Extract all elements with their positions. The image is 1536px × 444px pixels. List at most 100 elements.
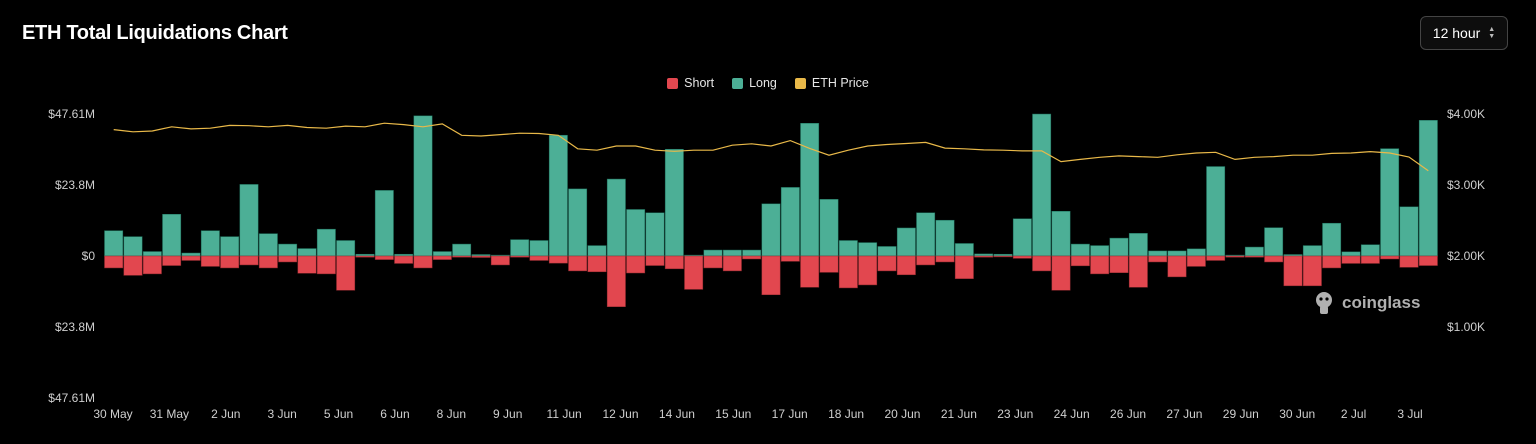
short-bar (1051, 255, 1071, 291)
short-bar (1167, 255, 1187, 278)
short-bar (568, 255, 588, 272)
short-bar (239, 255, 259, 266)
short-bar (1225, 255, 1245, 258)
coinglass-logo-icon (1316, 292, 1332, 314)
y-left-tick-label: $47.61M (48, 391, 95, 405)
interval-select[interactable]: 12 hour ▲ ▼ (1420, 16, 1508, 50)
long-bar (297, 248, 317, 257)
y-right-tick-label: $2.00K (1447, 249, 1485, 263)
x-tick-label: 18 Jun (828, 407, 864, 421)
short-bar (258, 255, 278, 269)
short-bar (1264, 255, 1284, 263)
short-bar (664, 255, 684, 270)
x-tick-label: 11 Jun (547, 407, 582, 421)
short-bar (1109, 255, 1129, 273)
short-bar (587, 255, 607, 273)
long-bar (1109, 237, 1129, 257)
long-bar (239, 184, 259, 257)
eth-price-line (113, 122, 1429, 172)
x-tick-label: 15 Jun (715, 407, 751, 421)
y-right-tick-label: $3.00K (1447, 178, 1485, 192)
long-bar (974, 253, 994, 257)
short-bar (374, 255, 394, 260)
x-tick-label: 6 Jun (380, 407, 409, 421)
short-bar (1418, 255, 1438, 266)
x-tick-label: 27 Jun (1166, 407, 1202, 421)
short-bar (355, 255, 375, 258)
short-bar (278, 255, 298, 263)
long-bar (220, 236, 240, 257)
short-bar (1380, 255, 1400, 260)
short-bar (220, 255, 240, 269)
long-bar (1418, 120, 1438, 257)
long-bar (819, 199, 839, 257)
short-bar (1032, 255, 1052, 272)
long-bar (761, 203, 781, 257)
short-bar (452, 255, 472, 258)
long-bar (200, 230, 220, 257)
legend-label-long: Long (749, 76, 777, 90)
long-bar (858, 242, 878, 257)
short-bar (336, 255, 356, 291)
long-bar (452, 243, 472, 257)
long-bar (935, 219, 955, 257)
short-bar (1322, 255, 1342, 269)
long-bar (1399, 206, 1419, 257)
long-bar (432, 251, 452, 257)
long-bar (258, 233, 278, 257)
short-bar (1090, 255, 1110, 275)
x-tick-label: 26 Jun (1110, 407, 1146, 421)
long-bar (1206, 166, 1226, 257)
short-bar (432, 255, 452, 260)
legend-item-eth-price[interactable]: ETH Price (794, 76, 869, 90)
legend-swatch-long (732, 77, 744, 89)
x-tick-label: 21 Jun (941, 407, 977, 421)
long-bar (1360, 244, 1380, 257)
long-bar (1264, 227, 1284, 257)
x-tick-label: 14 Jun (659, 407, 695, 421)
short-bar (1012, 255, 1032, 259)
long-bar (780, 187, 800, 257)
legend-item-short[interactable]: Short (667, 76, 714, 90)
y-left-tick-label: $23.8M (55, 178, 95, 192)
long-bar (916, 212, 936, 257)
coinglass-watermark: coinglass (1312, 290, 1420, 316)
x-tick-label: 2 Jul (1341, 407, 1366, 421)
short-bar (1128, 255, 1148, 288)
short-bar (838, 255, 858, 289)
long-bar (374, 190, 394, 257)
short-bar (162, 255, 182, 266)
interval-value: 12 hour (1432, 25, 1481, 41)
x-tick-label: 31 May (150, 407, 189, 421)
long-bar (664, 148, 684, 257)
short-bar (316, 255, 336, 275)
y-right-tick-label: $4.00K (1447, 107, 1485, 121)
y-left-tick-label: $0 (82, 249, 96, 263)
legend-swatch-eth-price (794, 77, 806, 89)
legend-item-long[interactable]: Long (732, 76, 777, 90)
short-bar (703, 255, 723, 269)
long-bar (104, 230, 124, 257)
page-title: ETH Total Liquidations Chart (22, 22, 288, 44)
long-bar (1167, 250, 1187, 257)
long-bar (877, 246, 897, 257)
x-tick-label: 3 Jul (1397, 407, 1422, 421)
long-bar (123, 236, 143, 257)
x-tick-label: 23 Jun (997, 407, 1033, 421)
long-bar (1032, 113, 1052, 257)
short-bar (1070, 255, 1090, 267)
short-bar (626, 255, 646, 274)
x-tick-label: 3 Jun (267, 407, 296, 421)
short-bar (916, 255, 936, 266)
chart-legend: Short Long ETH Price (0, 76, 1536, 90)
short-bar (896, 255, 916, 276)
short-bar (954, 255, 974, 279)
x-tick-label: 29 Jun (1223, 407, 1259, 421)
short-bar (1302, 255, 1322, 287)
x-tick-label: 17 Jun (772, 407, 808, 421)
x-tick-label: 30 Jun (1279, 407, 1315, 421)
legend-label-eth-price: ETH Price (811, 76, 869, 90)
long-bar (1090, 245, 1110, 257)
short-bar (780, 255, 800, 262)
